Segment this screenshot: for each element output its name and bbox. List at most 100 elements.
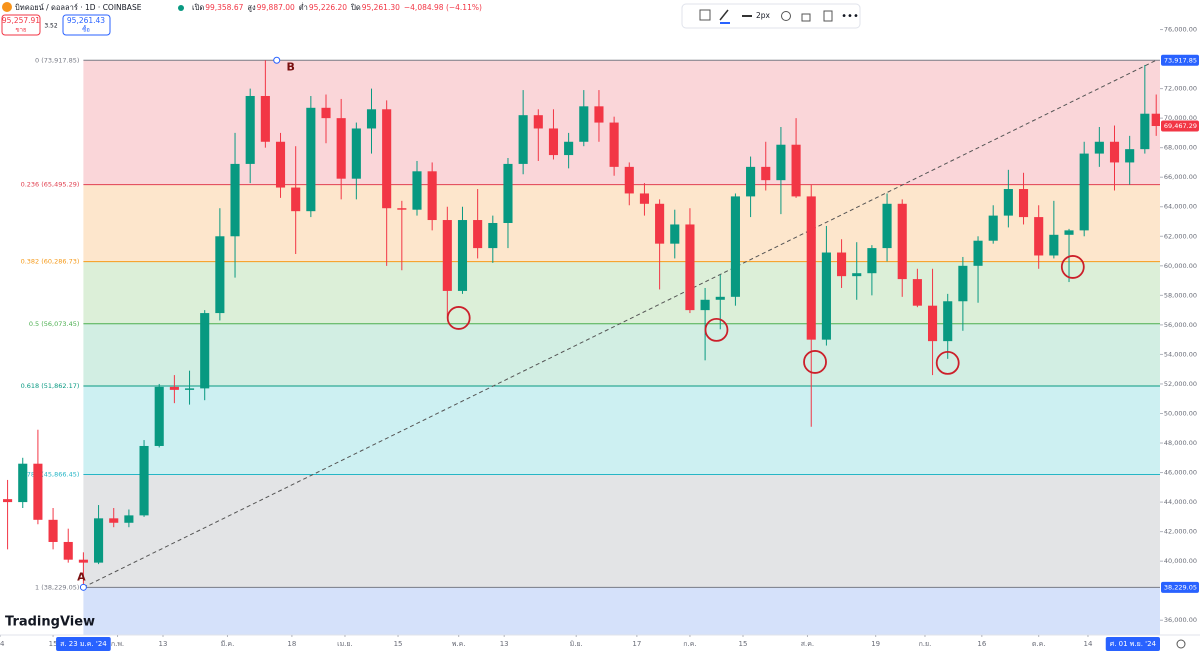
candle-body (124, 515, 134, 523)
x-tick-label: 16 (977, 640, 986, 648)
candle-body (245, 95, 255, 164)
fib-label: 0.5 (56,073.45) (29, 320, 80, 328)
candle-body (897, 203, 907, 280)
candle-body (1125, 149, 1135, 163)
x-tick-label: 15 (49, 640, 58, 648)
candle-body (200, 313, 210, 389)
candle-body (230, 163, 240, 237)
candle-body (154, 386, 164, 446)
fib-zone (83, 184, 1161, 262)
y-tick-label: 66,000.00 (1164, 173, 1197, 181)
candle-body (943, 301, 953, 342)
candle-body (655, 203, 665, 244)
anchor-point (273, 56, 281, 64)
buy-button[interactable] (62, 14, 111, 36)
tool-icon[interactable] (699, 9, 711, 21)
candle-body (109, 518, 119, 523)
candle-body (442, 220, 452, 291)
price-label-box (1161, 54, 1199, 66)
y-tick-label: 64,000.00 (1164, 203, 1197, 211)
candle-body (1109, 141, 1120, 163)
candle-body (321, 107, 331, 119)
highlight-circle (803, 350, 827, 374)
x-tick-label: เม.ย. (337, 640, 353, 648)
price-label-box (1161, 581, 1199, 593)
settings-icon (1176, 639, 1186, 649)
candle-body (594, 106, 604, 123)
x-tick-label: ต.ค. (1032, 640, 1046, 648)
candle-body (139, 445, 149, 516)
candle-body (1003, 189, 1013, 216)
x-tick-label: 13 (500, 640, 509, 648)
x-tick-label: 24 (0, 640, 5, 648)
x-tick-label: ก.ค. (683, 640, 696, 648)
quote-value: 99,358.67 (205, 3, 243, 12)
x-tick-label: 15 (739, 640, 748, 648)
candle-body (852, 273, 862, 277)
candle-body (882, 203, 892, 249)
x-tick-label: ก.ย. (919, 640, 932, 648)
more-icon[interactable]: ••• (841, 11, 859, 22)
candle-body (912, 279, 922, 306)
candle-body (1094, 141, 1104, 154)
candle-body (1079, 153, 1089, 231)
candle-body (685, 224, 695, 311)
candle-body (94, 518, 104, 563)
y-tick-label: 54,000.00 (1164, 350, 1197, 358)
sell-button[interactable] (1, 14, 41, 36)
tool-icon[interactable] (781, 11, 791, 21)
candle-body (184, 388, 195, 390)
candle-body (306, 107, 316, 212)
candle-body (579, 106, 589, 142)
candle-body (973, 240, 983, 266)
candle-body (624, 166, 634, 194)
y-tick-label: 44,000.00 (1164, 498, 1197, 506)
candle-body (837, 252, 847, 277)
tool-icon[interactable] (719, 9, 729, 21)
quote-value: 99,887.00 (257, 3, 295, 12)
x-tick-label: 15 (394, 640, 403, 648)
buy-label: ซื้อ (82, 24, 90, 34)
candle-body (715, 296, 725, 300)
y-tick-label: 70,000.00 (1164, 114, 1197, 122)
buy-price: 95,261.43 (67, 16, 105, 25)
candle-body (806, 196, 816, 340)
tool-icon[interactable] (801, 13, 811, 22)
y-tick-label: 36,000.00 (1164, 616, 1197, 624)
spread: 3.52 (44, 23, 58, 30)
point-label: B (287, 60, 295, 73)
x-tick-label: พ.ค. (452, 640, 466, 648)
tool-icon[interactable] (823, 10, 833, 22)
y-tick-label: 46,000.00 (1164, 469, 1197, 477)
candle-body (33, 463, 43, 520)
fib-zone (83, 323, 1161, 386)
candle-body (1064, 230, 1074, 235)
toolbar-width[interactable]: 2px (756, 11, 771, 20)
candle-body (821, 252, 831, 340)
candle-body (291, 187, 301, 212)
fib-zone (83, 587, 1161, 635)
x-tick-label: 17 (632, 640, 641, 648)
fib-zone (83, 385, 1161, 475)
sell-price: 95,257.91 (2, 16, 40, 25)
drawing-toolbar (681, 3, 861, 29)
quote-label: สูง (247, 3, 256, 12)
quote-label: ต่ำ (299, 2, 308, 12)
y-tick-label: 42,000.00 (1164, 528, 1197, 536)
y-tick-label: 62,000.00 (1164, 232, 1197, 240)
candle-body (988, 215, 998, 241)
fib-zone (83, 60, 1161, 185)
price-axis (1160, 0, 1200, 652)
x-tick-highlight (56, 637, 111, 651)
candle-body (169, 386, 179, 390)
price-label: 38,229.05 (1164, 583, 1197, 591)
quote-label: เปิด (192, 3, 204, 12)
candle-body (18, 463, 28, 503)
candle-body (3, 499, 13, 503)
candle-body (609, 122, 619, 167)
y-tick-label: 48,000.00 (1164, 439, 1197, 447)
candle-body (366, 109, 377, 129)
candle-body (215, 236, 225, 314)
highlight-circle (935, 351, 960, 375)
